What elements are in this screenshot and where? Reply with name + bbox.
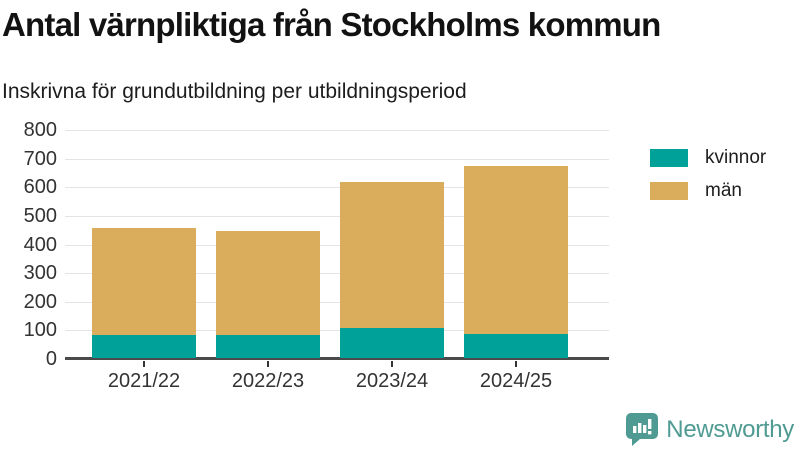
bar-segment-kvinnor-2023/24: [340, 327, 444, 358]
legend-swatch-man: [650, 182, 688, 200]
y-tick-label-500: 500: [23, 204, 57, 227]
legend-swatch-kvinnor: [650, 149, 688, 167]
bar-segment-män-2021/22: [92, 227, 196, 336]
y-tick-label-700: 700: [23, 147, 57, 170]
y-tick-label-300: 300: [23, 262, 57, 285]
y-tick-label-800: 800: [23, 119, 57, 141]
y-tick-label-0: 0: [45, 348, 57, 370]
x-tick-2023/24: [391, 361, 393, 367]
gridline-700: [65, 158, 609, 160]
x-tick-2024/25: [515, 361, 517, 367]
brand-name: Newsworthy: [666, 415, 794, 443]
bar-segment-kvinnor-2021/22: [92, 335, 196, 358]
brand-logo: Newsworthy: [626, 413, 794, 446]
y-tick-label-400: 400: [23, 233, 57, 256]
gridline-300: [65, 273, 609, 275]
chart-title: Antal värnpliktiga från Stockholms kommu…: [2, 6, 661, 43]
gridline-500: [65, 215, 609, 217]
gridline-800: [65, 130, 609, 131]
x-tick-label-2021/22: 2021/22: [107, 370, 181, 392]
x-tick-2022/23: [267, 361, 269, 367]
legend-label-man: män: [705, 180, 742, 201]
bar-group-2021/22: [92, 227, 196, 358]
gridline-600: [65, 187, 609, 189]
bar-group-2024/25: [464, 166, 568, 358]
gridline-100: [65, 330, 609, 332]
bar-chart-speech-bubble-icon: [626, 413, 659, 446]
x-tick-label-2023/24: 2023/24: [355, 370, 429, 392]
bar-segment-kvinnor-2022/23: [216, 335, 320, 358]
x-tick-2021/22: [143, 361, 145, 367]
plot-area: 0 100 200 300 400 500 600 700 800 2021/22 2022/23 2…: [24, 120, 609, 392]
x-axis-line: [65, 357, 609, 360]
y-tick-label-600: 600: [23, 176, 57, 199]
y-tick-label-100: 100: [23, 319, 57, 342]
bar-group-2023/24: [340, 181, 444, 358]
legend-label-kvinnor: kvinnor: [705, 147, 767, 168]
gridline-400: [65, 244, 609, 246]
y-tick-label-200: 200: [23, 290, 57, 313]
bar-segment-män-2022/23: [216, 230, 320, 336]
chart-subtitle: Inskrivna för grundutbildning per utbild…: [2, 80, 467, 103]
legend: kvinnor män: [650, 147, 766, 213]
x-tick-label-2022/23: 2022/23: [231, 370, 305, 392]
bar-segment-män-2023/24: [340, 181, 444, 328]
legend-item-kvinnor: kvinnor: [650, 147, 766, 169]
bar-segment-män-2024/25: [464, 166, 568, 334]
bar-segment-kvinnor-2024/25: [464, 333, 568, 358]
legend-item-man: män: [650, 180, 766, 202]
gridline-200: [65, 301, 609, 303]
x-tick-label-2024/25: 2024/25: [479, 370, 553, 392]
bar-group-2022/23: [216, 230, 320, 358]
